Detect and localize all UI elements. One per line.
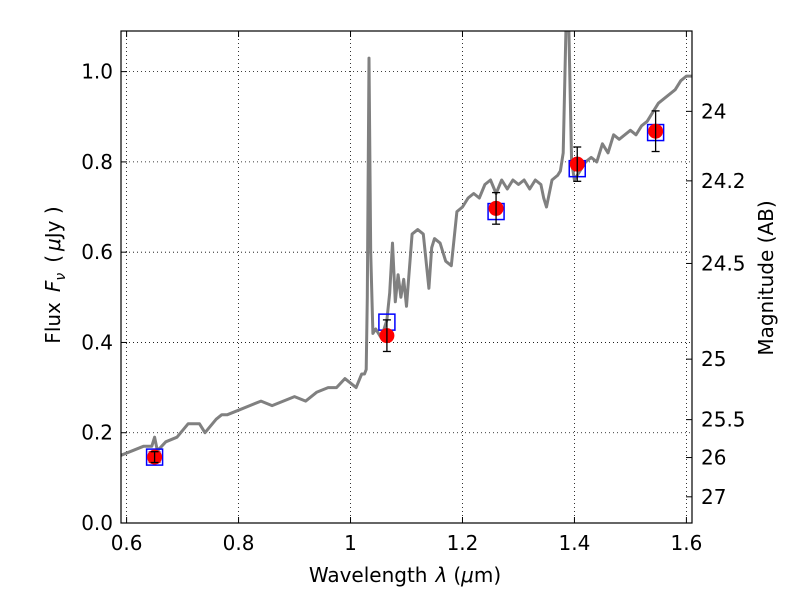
plot-frame <box>120 30 693 524</box>
right-tick-label: 24.5 <box>701 251 746 275</box>
y-tick-label: 0.2 <box>81 421 113 445</box>
model-square-marker <box>145 448 164 466</box>
right-tick-label: 27 <box>701 485 726 509</box>
x-tick-label: 1 <box>344 531 357 555</box>
right-tick-label: 24.2 <box>701 169 746 193</box>
right-tick-label: 24 <box>701 99 726 123</box>
x-ticks: 0.6 0.8 1 1.2 1.4 1.6 <box>111 31 702 555</box>
y-axis-title: FluxFν(μJy ) <box>41 206 69 343</box>
x-tick-label: 1.6 <box>670 531 702 555</box>
right-tick-label: 25.5 <box>701 408 746 432</box>
right-tick-label: 26 <box>701 446 726 470</box>
x-tick-label: 1.2 <box>447 531 479 555</box>
observed-markers <box>147 110 664 465</box>
y-tick-label: 0.0 <box>81 511 113 535</box>
x-axis-title: Wavelength λ (μm) <box>309 563 501 587</box>
spectrum-line-group <box>121 31 692 457</box>
right-tick-label: 25 <box>701 347 726 371</box>
x-tick-label: 0.6 <box>111 531 143 555</box>
x-tick-label: 1.4 <box>559 531 591 555</box>
y-ticks: 0.0 0.2 0.4 0.6 0.8 1.0 <box>81 60 127 535</box>
y-tick-label: 1.0 <box>81 60 113 84</box>
grid-lines <box>121 31 692 523</box>
y-tick-label: 0.8 <box>81 150 113 174</box>
spectrum-line <box>121 31 692 457</box>
y-tick-label: 0.4 <box>81 330 113 354</box>
x-tick-label: 0.8 <box>223 531 255 555</box>
y-tick-label: 0.6 <box>81 240 113 264</box>
right-axis-title: Magnitude (AB) <box>754 200 778 355</box>
right-ticks: 24 24.2 24.5 25 25.5 26 27 <box>686 99 746 509</box>
